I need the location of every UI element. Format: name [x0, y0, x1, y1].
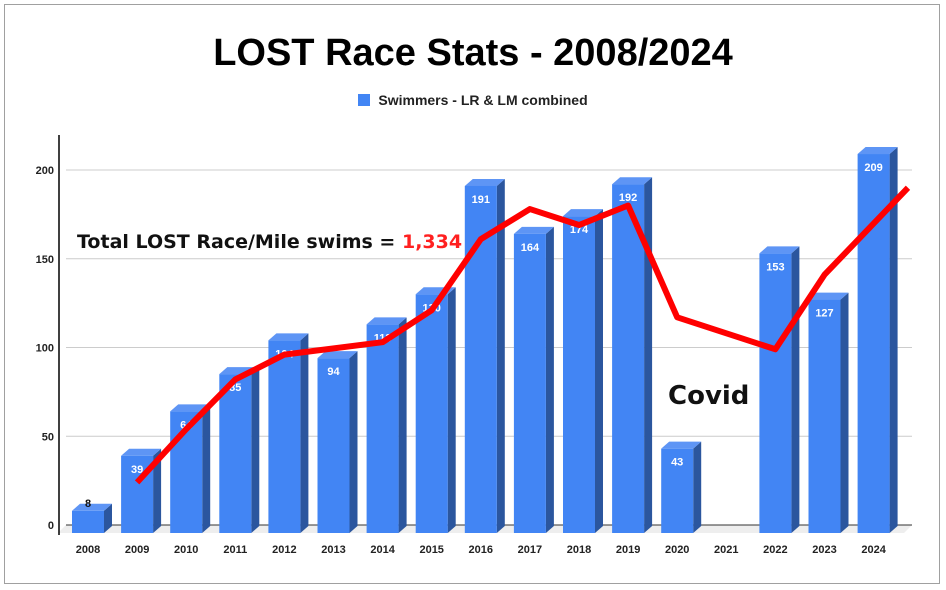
legend-label: Swimmers - LR & LM combined: [378, 92, 588, 108]
bar: [808, 299, 841, 533]
y-tick-label: 100: [36, 343, 54, 355]
x-tick-label: 2013: [321, 544, 345, 556]
y-tick-label: 0: [48, 520, 54, 532]
bar-side: [840, 292, 849, 533]
data-label: 191: [472, 194, 490, 206]
bar-side: [300, 333, 309, 533]
data-label: 209: [864, 162, 882, 174]
bar-top: [857, 147, 898, 155]
bar-top: [268, 333, 309, 341]
data-label: 8: [85, 498, 91, 510]
bar-side: [398, 317, 407, 533]
bar-side: [791, 246, 800, 534]
bar-side: [349, 351, 358, 533]
bar-top: [808, 292, 849, 300]
bar: [513, 233, 546, 533]
bar-top: [170, 404, 211, 412]
bar: [612, 184, 645, 533]
bar: [317, 358, 350, 533]
total-value: 1,334: [402, 231, 462, 253]
x-tick-label: 2023: [812, 544, 836, 556]
x-tick-label: 2017: [518, 544, 542, 556]
bar-side: [496, 178, 505, 533]
bar: [72, 510, 104, 533]
bar: [268, 340, 301, 533]
x-tick-label: 2012: [272, 544, 296, 556]
bar-top: [366, 317, 407, 325]
data-label: 174: [570, 224, 589, 236]
bar: [661, 448, 694, 533]
bar-top: [612, 177, 653, 185]
x-tick-label: 2014: [370, 544, 395, 556]
bar-side: [251, 367, 260, 533]
bar-top: [759, 246, 800, 254]
x-tick-label: 2024: [861, 544, 886, 556]
legend-swatch: [358, 94, 371, 106]
y-tick-label: 50: [42, 431, 54, 443]
bar: [563, 216, 595, 533]
bar: [857, 154, 890, 533]
data-label: 94: [327, 366, 340, 378]
data-label: 127: [815, 308, 833, 320]
bar-side: [202, 404, 211, 533]
bar-top: [563, 209, 603, 217]
total-annotation: Total LOST Race/Mile swims = 1,334: [77, 231, 462, 253]
bar: [366, 324, 399, 533]
bar-side: [153, 448, 162, 533]
bar: [415, 294, 448, 533]
x-tick-label: 2021: [714, 544, 738, 556]
bar-side: [644, 177, 653, 533]
bar-top: [661, 441, 702, 449]
total-label: Total LOST Race/Mile swims =: [77, 231, 402, 253]
bar-side: [104, 503, 112, 533]
covid-annotation: Covid: [668, 381, 749, 411]
legend: Swimmers - LR & LM combined: [0, 92, 946, 108]
x-tick-label: 2018: [567, 544, 591, 556]
bar-top: [464, 178, 505, 186]
bar-side: [447, 287, 456, 533]
x-tick-label: 2022: [763, 544, 787, 556]
x-tick-label: 2015: [419, 544, 443, 556]
x-tick-label: 2010: [174, 544, 198, 556]
x-tick-label: 2008: [76, 544, 100, 556]
bar-side: [595, 209, 603, 533]
x-tick-label: 2011: [223, 544, 247, 556]
bar-side: [693, 441, 702, 533]
bar-side: [545, 226, 554, 533]
data-label: 43: [671, 457, 683, 469]
bar: [759, 253, 792, 534]
x-tick-label: 2016: [469, 544, 493, 556]
bar-top: [72, 503, 112, 511]
bar-top: [513, 226, 554, 234]
y-tick-label: 150: [36, 254, 54, 266]
data-label: 164: [521, 242, 540, 254]
bar: [219, 374, 252, 533]
x-tick-label: 2019: [616, 544, 640, 556]
bar-side: [889, 147, 898, 533]
x-tick-label: 2020: [665, 544, 689, 556]
bar-top: [317, 351, 358, 359]
data-label: 39: [131, 464, 143, 476]
chart-title: LOST Race Stats - 2008/2024: [213, 32, 733, 74]
data-label: 192: [619, 192, 637, 204]
data-label: 153: [766, 261, 784, 273]
y-tick-label: 200: [36, 165, 54, 177]
x-tick-label: 2009: [125, 544, 149, 556]
trend-line: [134, 185, 911, 485]
bar-top: [121, 448, 162, 456]
